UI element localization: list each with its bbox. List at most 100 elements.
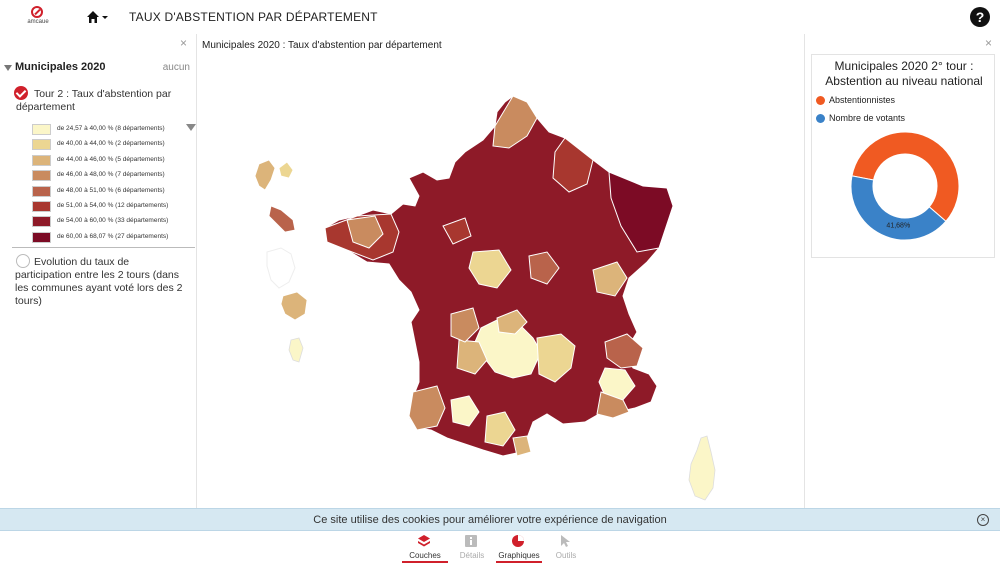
legend-dot — [816, 96, 825, 105]
layers-panel: × Municipales 2020 aucun Tour 2 : Taux d… — [0, 34, 197, 508]
guyane-shape[interactable] — [266, 247, 296, 289]
layers-icon — [418, 535, 430, 547]
layer-radio-tour2[interactable] — [14, 86, 28, 100]
dept-region-northeast[interactable] — [552, 137, 594, 193]
map-legend: de 24,57 à 40,00 % (8 départements) de 40… — [32, 122, 192, 245]
dept-region-aquitaine[interactable] — [408, 385, 446, 431]
charts-panel-close-icon[interactable]: × — [985, 36, 993, 50]
logo[interactable]: amcaue — [22, 6, 52, 30]
layers-panel-close-icon[interactable]: × — [180, 36, 188, 50]
legend-swatch — [32, 216, 51, 228]
layer-group-header[interactable]: Municipales 2020 aucun — [4, 61, 192, 77]
donut-chart[interactable]: 58,32%41,68% — [850, 131, 960, 241]
divider — [12, 247, 195, 248]
dept-region-finistere[interactable] — [346, 215, 384, 249]
dept-region-limousin[interactable] — [456, 339, 488, 375]
donut-value-label: 41,68% — [886, 223, 910, 230]
top-bar: amcaue TAUX D'ABSTENTION PAR DÉPARTEMENT… — [0, 0, 1000, 34]
cookie-close-icon[interactable]: × — [977, 514, 989, 526]
legend-row: de 48,00 à 51,00 % (6 départements) — [32, 184, 192, 199]
martinique-shape[interactable] — [268, 205, 296, 233]
legend-swatch — [32, 231, 51, 243]
dept-region-west-2[interactable] — [442, 217, 472, 245]
corsica-shape[interactable] — [688, 435, 716, 501]
legend-label: de 51,00 à 54,00 % (12 départements) — [57, 201, 169, 209]
chart-title: Municipales 2020 2° tour : Abstention au… — [825, 59, 983, 88]
legend-row: de 60,00 à 68,07 % (27 départements) — [32, 230, 192, 245]
tab-graphiques[interactable]: Graphiques — [496, 534, 542, 563]
tab-outils[interactable]: Outils — [543, 534, 589, 563]
legend-row: de 24,57 à 40,00 % (8 départements) — [32, 122, 192, 137]
donut-slice-votants[interactable] — [850, 175, 947, 241]
legend-swatch — [32, 200, 51, 212]
dept-region-massif-2[interactable] — [536, 333, 576, 383]
home-menu-button[interactable] — [86, 9, 112, 25]
tab-details[interactable]: Détails — [449, 534, 495, 563]
legend-swatch — [32, 185, 51, 197]
dept-region-gers[interactable] — [450, 395, 480, 427]
legend-swatch — [32, 124, 51, 135]
guadeloupe-shape-2[interactable] — [278, 161, 294, 179]
caret-down-icon — [102, 16, 108, 19]
guadeloupe-shape[interactable] — [254, 159, 276, 191]
dept-region-west[interactable] — [450, 307, 480, 343]
dept-region-provence[interactable] — [596, 391, 630, 419]
map-title: Municipales 2020 : Taux d'abstention par… — [202, 40, 442, 51]
clear-selection-link[interactable]: aucun — [162, 62, 190, 73]
collapse-triangle-icon[interactable] — [4, 65, 12, 71]
tab-label: Outils — [555, 551, 577, 560]
legend-row: de 51,00 à 54,00 % (12 départements) — [32, 199, 192, 214]
legend-swatch — [32, 170, 51, 182]
legend-label: de 46,00 à 48,00 % (7 départements) — [57, 171, 165, 179]
dept-region-south-2[interactable] — [512, 435, 532, 457]
page-title: TAUX D'ABSTENTION PAR DÉPARTEMENT — [129, 10, 378, 24]
logo-text: amcaue — [27, 19, 49, 25]
tab-label: Couches — [409, 551, 441, 560]
tab-label: Graphiques — [498, 551, 540, 560]
cursor-icon — [561, 535, 570, 547]
dept-region-south[interactable] — [484, 411, 516, 447]
abstention-chart-card: Municipales 2020 2° tour : Abstention au… — [811, 54, 995, 258]
dept-region-north[interactable] — [492, 95, 538, 149]
bottom-tabs: Couches Détails Graphiques Outils — [0, 531, 1000, 563]
legend-row: de 44,00 à 46,00 % (5 départements) — [32, 153, 192, 168]
donut-slice-abstentionnistes[interactable] — [851, 131, 960, 222]
legend-label: de 24,57 à 40,00 % (8 départements) — [57, 125, 165, 132]
tab-label: Détails — [459, 551, 485, 560]
cookie-banner: Ce site utilise des cookies pour amélior… — [0, 508, 1000, 531]
cookie-message: Ce site utilise des cookies pour amélior… — [313, 514, 667, 526]
legend-swatch — [32, 139, 51, 151]
dept-region-alps[interactable] — [604, 333, 644, 369]
dept-region-centre[interactable] — [468, 249, 512, 289]
layer-label-evolution[interactable]: Evolution du taux de participation entre… — [15, 256, 183, 307]
pie-chart-icon — [512, 535, 524, 547]
reunion-shape[interactable] — [280, 291, 308, 321]
legend-label: Abstentionnistes — [829, 95, 896, 105]
legend-row: de 54,00 à 60,00 % (33 départements) — [32, 214, 192, 229]
legend-dot — [816, 114, 825, 123]
dept-region-burgundy[interactable] — [592, 261, 628, 297]
layer-radio-evolution[interactable] — [16, 254, 30, 268]
layer-label-tour2[interactable]: Tour 2 : Taux d'abstention par départeme… — [16, 88, 172, 113]
help-button[interactable]: ? — [970, 7, 990, 27]
legend-swatch — [32, 154, 51, 166]
dept-region-east[interactable] — [608, 171, 674, 253]
legend-row: de 40,00 à 44,00 % (2 départements) — [32, 137, 192, 152]
layer-group-title: Municipales 2020 — [15, 61, 106, 73]
info-icon — [465, 535, 477, 547]
mayotte-shape[interactable] — [288, 337, 304, 363]
tab-couches[interactable]: Couches — [402, 534, 448, 563]
legend-label: de 44,00 à 46,00 % (5 départements) — [57, 155, 165, 163]
dept-region-centre-2[interactable] — [528, 251, 560, 285]
france-map[interactable] — [197, 56, 804, 508]
filter-icon[interactable] — [186, 124, 196, 131]
legend-label: de 54,00 à 60,00 % (33 départements) — [57, 217, 169, 225]
logo-mark-icon — [31, 6, 43, 18]
legend-label: de 40,00 à 44,00 % (2 départements) — [57, 140, 165, 148]
legend-row: de 46,00 à 48,00 % (7 départements) — [32, 168, 192, 183]
dept-region-center-3[interactable] — [496, 309, 528, 335]
map-view[interactable]: Municipales 2020 : Taux d'abstention par… — [197, 34, 804, 508]
legend-label: Nombre de votants — [829, 113, 906, 123]
charts-panel: × Municipales 2020 2° tour : Abstention … — [804, 34, 1000, 508]
